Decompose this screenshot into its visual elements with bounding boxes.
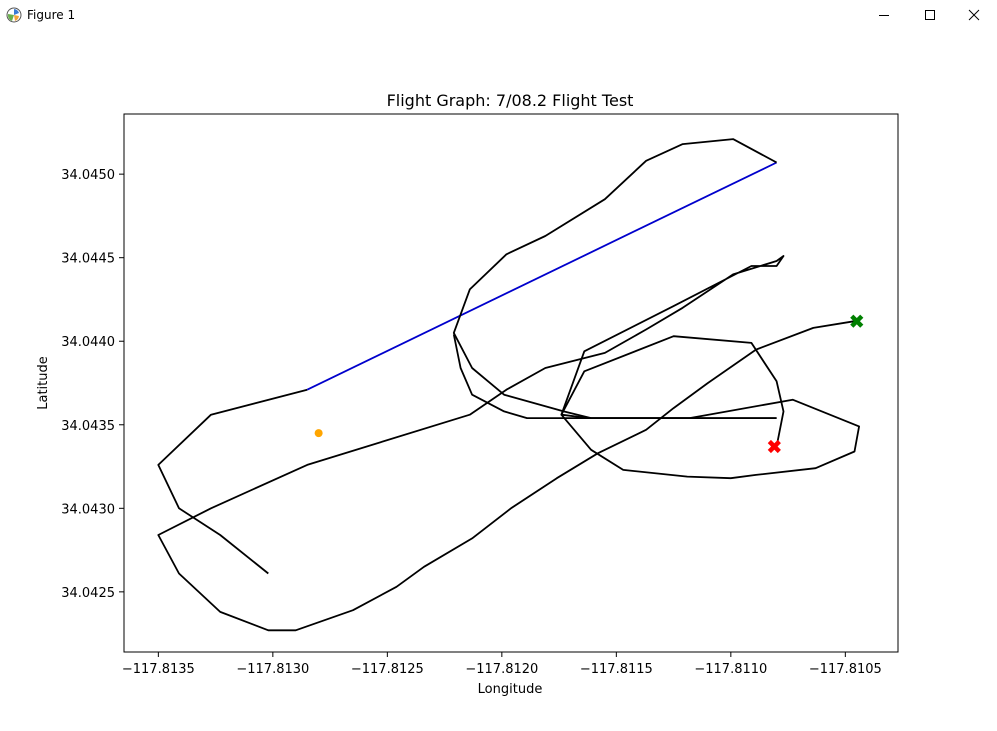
marker-x-1 xyxy=(767,439,781,454)
flight-chart: Flight Graph: 7/08.2 Flight Test −117.81… xyxy=(36,91,899,697)
figure-canvas: Flight Graph: 7/08.2 Flight Test −117.81… xyxy=(0,30,997,727)
chart-title: Flight Graph: 7/08.2 Flight Test xyxy=(387,91,634,110)
y-tick-label: 34.0440 xyxy=(61,335,115,350)
marker-circle-0 xyxy=(314,429,323,438)
y-tick-label: 34.0435 xyxy=(61,419,115,434)
y-axis: 34.0425 34.0430 34.0435 34.0440 34.0445 34.04… xyxy=(61,168,124,601)
x-tick-label: −117.8105 xyxy=(809,662,882,677)
close-icon xyxy=(968,9,980,21)
x-tick-label: −117.8130 xyxy=(236,662,309,677)
close-button[interactable] xyxy=(951,0,997,30)
y-tick-label: 34.0425 xyxy=(61,586,115,601)
x-axis: −117.8135 −117.8130 −117.8125 −117.8120 −117… xyxy=(122,652,882,677)
y-axis-label: Latitude xyxy=(36,356,51,410)
series-line-1 xyxy=(560,335,785,447)
x-axis-label: Longitude xyxy=(478,682,543,697)
y-tick-label: 34.0450 xyxy=(61,168,115,183)
x-tick-label: −117.8110 xyxy=(694,662,767,677)
x-tick-label: −117.8120 xyxy=(465,662,538,677)
series-line-0 xyxy=(157,255,860,632)
maximize-button[interactable] xyxy=(907,0,953,30)
window-titlebar: Figure 1 xyxy=(0,0,997,30)
y-tick-label: 34.0445 xyxy=(61,252,115,267)
minimize-button[interactable] xyxy=(861,0,907,30)
window-title: Figure 1 xyxy=(27,8,76,22)
plot-lines xyxy=(157,138,860,632)
y-tick-label: 34.0430 xyxy=(61,502,115,517)
x-tick-label: −117.8135 xyxy=(122,662,195,677)
axes-frame xyxy=(123,113,899,653)
series-line-4 xyxy=(306,161,777,391)
series-line-3 xyxy=(157,388,308,575)
x-tick-label: −117.8125 xyxy=(351,662,424,677)
maximize-icon xyxy=(925,10,935,20)
series-line-5 xyxy=(452,138,778,420)
plot-markers xyxy=(314,314,864,454)
marker-x-2 xyxy=(850,314,864,328)
minimize-icon xyxy=(879,15,889,16)
matplotlib-icon xyxy=(6,7,22,23)
x-tick-label: −117.8115 xyxy=(580,662,653,677)
